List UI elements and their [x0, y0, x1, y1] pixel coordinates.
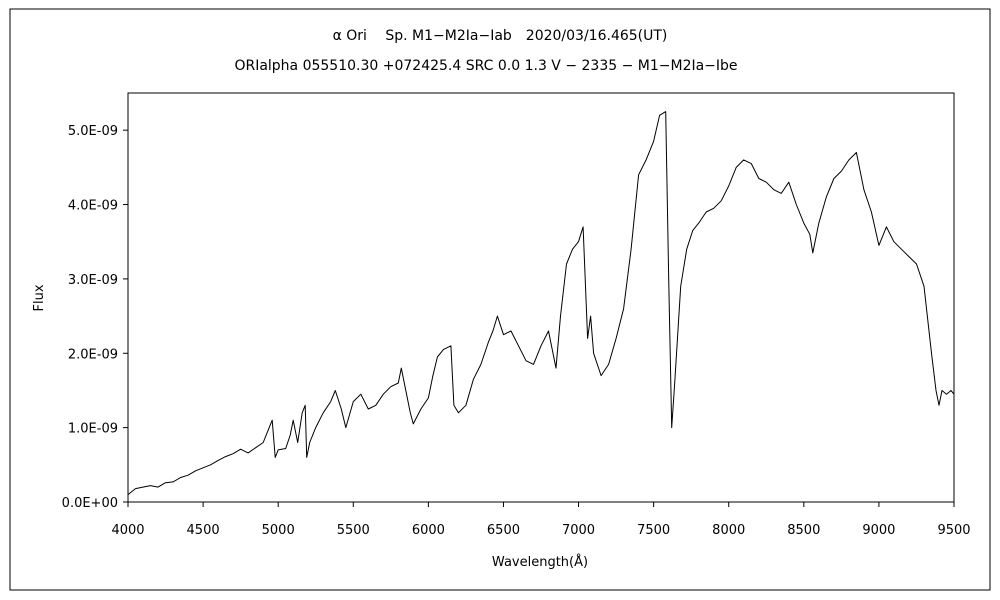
- plot-area: [127, 92, 955, 503]
- chart-subtitle: ORIalpha 055510.30 +072425.4 SRC 0.0 1.3…: [234, 58, 737, 74]
- x-tick-label: 8000: [712, 523, 745, 538]
- x-tick-label: 5000: [262, 523, 295, 538]
- y-axis-label: Flux: [32, 284, 47, 311]
- x-tick-label: 5500: [337, 523, 370, 538]
- x-tick-label: 6500: [487, 523, 520, 538]
- y-axis-ticks: 0.0E+00 1.0E-09 2.0E-09 3.0E-09 4.0E-09 5.0E-…: [62, 124, 128, 511]
- y-tick-label: 2.0E-09: [68, 347, 118, 362]
- x-tick-label: 9000: [862, 523, 895, 538]
- y-tick-label: 1.0E-09: [68, 422, 118, 437]
- x-axis-label: Wavelength(Å): [492, 554, 588, 570]
- x-tick-label: 8500: [787, 523, 820, 538]
- x-axis-ticks: 4000 4500 5000 5500 6000 6500 7000 7500 8000 8500…: [111, 502, 971, 538]
- chart-title: α Ori Sp. M1−M2Ia−Iab 2020/03/16.465(UT): [333, 28, 668, 44]
- y-tick-label: 4.0E-09: [68, 199, 118, 214]
- y-tick-label: 3.0E-09: [68, 273, 118, 288]
- chart-outer-frame: [9, 8, 991, 591]
- y-tick-label: 5.0E-09: [68, 124, 118, 139]
- x-tick-label: 7500: [637, 523, 670, 538]
- x-tick-label: 7000: [562, 523, 595, 538]
- x-tick-label: 9500: [937, 523, 970, 538]
- x-tick-label: 4000: [111, 523, 144, 538]
- x-tick-label: 4500: [187, 523, 220, 538]
- y-tick-label: 0.0E+00: [62, 496, 118, 511]
- spectrum-line: [127, 111, 955, 495]
- series-group: [127, 111, 955, 495]
- x-tick-label: 6000: [412, 523, 445, 538]
